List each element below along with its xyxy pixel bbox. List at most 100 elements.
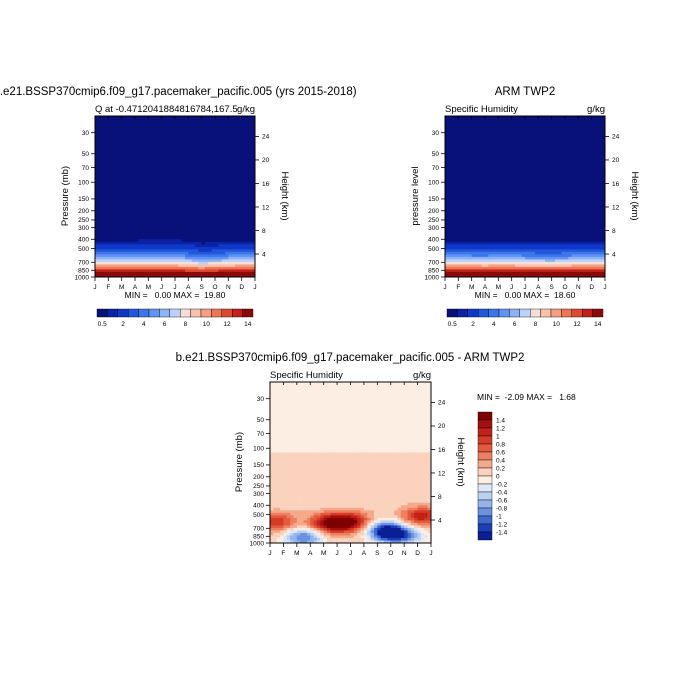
field-cell	[188, 186, 193, 190]
field-cell	[195, 156, 199, 160]
field-cell	[208, 128, 213, 132]
field-cell	[138, 133, 143, 137]
field-cell	[121, 183, 126, 188]
field-cell	[165, 199, 169, 203]
field-cell	[501, 201, 506, 205]
field-cell	[138, 118, 143, 122]
field-cell	[478, 116, 483, 120]
field-cell	[175, 239, 179, 243]
field-cell	[105, 241, 109, 245]
field-cell	[168, 128, 173, 132]
field-cell	[171, 171, 176, 175]
field-cell	[248, 264, 253, 268]
field-cell	[215, 181, 219, 185]
field-cell	[238, 261, 243, 266]
field-cell	[208, 133, 213, 137]
field-cell	[501, 269, 506, 273]
field-cell	[128, 118, 133, 122]
field-cell	[528, 224, 533, 228]
field-cell	[248, 181, 253, 185]
field-cell	[98, 151, 103, 155]
field-cell	[531, 244, 536, 248]
field-cell	[178, 156, 183, 160]
field-cell	[491, 133, 496, 137]
field-cell	[251, 221, 255, 225]
field-cell	[488, 123, 493, 127]
field-cell	[501, 183, 506, 188]
field-cell	[535, 206, 539, 210]
field-cell	[111, 239, 116, 243]
field-cell	[95, 221, 99, 225]
field-cell	[131, 269, 136, 273]
field-cell	[238, 183, 243, 188]
field-cell	[505, 166, 509, 170]
field-cell	[495, 163, 499, 167]
field-cell	[485, 251, 489, 255]
field-cell	[101, 146, 106, 150]
field-cell	[181, 156, 186, 160]
field-cell	[475, 183, 479, 188]
field-cell	[538, 148, 543, 152]
field-cell	[481, 183, 486, 188]
field-cell	[218, 236, 223, 240]
field-cell	[478, 224, 483, 228]
field-cell	[495, 166, 499, 170]
field-cell	[248, 166, 253, 170]
field-cell	[98, 141, 103, 145]
field-cell	[131, 244, 136, 248]
field-cell	[528, 204, 533, 208]
field-cell	[535, 239, 539, 243]
field-cell	[211, 146, 216, 150]
field-cell	[521, 241, 526, 245]
field-cell	[95, 146, 99, 150]
field-cell	[485, 219, 489, 223]
field-cell	[241, 148, 246, 152]
field-cell	[181, 138, 186, 142]
field-cell	[245, 141, 249, 145]
field-cell	[488, 168, 493, 172]
field-cell	[231, 166, 236, 170]
field-cell	[185, 239, 189, 243]
field-cell	[448, 143, 453, 147]
field-cell	[211, 219, 216, 223]
field-cell	[475, 178, 479, 183]
field-cell	[535, 161, 539, 165]
field-cell	[135, 168, 139, 172]
field-cell	[235, 266, 239, 271]
field-cell	[101, 186, 106, 190]
field-cell	[445, 236, 449, 240]
field-cell	[251, 146, 255, 150]
field-cell	[198, 209, 203, 213]
field-cell	[98, 128, 103, 132]
field-cell	[511, 246, 516, 250]
field-cell	[538, 126, 543, 130]
field-cell	[488, 116, 493, 120]
field-cell	[181, 209, 186, 213]
field-cell	[131, 186, 136, 190]
field-cell	[458, 256, 463, 260]
field-cell	[188, 219, 193, 223]
field-cell	[491, 209, 496, 213]
field-cell	[455, 141, 459, 145]
field-cell	[218, 143, 223, 147]
field-cell	[158, 244, 163, 248]
field-cell	[198, 123, 203, 127]
field-cell	[151, 186, 156, 190]
field-cell	[465, 123, 469, 127]
panel-model-ylabel-right: Height (km)	[279, 171, 290, 220]
field-cell	[481, 199, 486, 203]
field-cell	[98, 153, 103, 157]
field-cell	[195, 121, 199, 125]
field-cell	[511, 141, 516, 145]
field-cell	[248, 201, 253, 205]
field-cell	[221, 216, 226, 220]
field-cell	[485, 193, 489, 198]
field-cell	[505, 193, 509, 198]
field-cell	[125, 264, 129, 268]
field-cell	[135, 201, 139, 205]
field-cell	[241, 126, 246, 130]
field-cell	[481, 259, 486, 263]
field-cell	[221, 196, 226, 200]
field-cell	[118, 181, 123, 185]
field-cell	[501, 204, 506, 208]
